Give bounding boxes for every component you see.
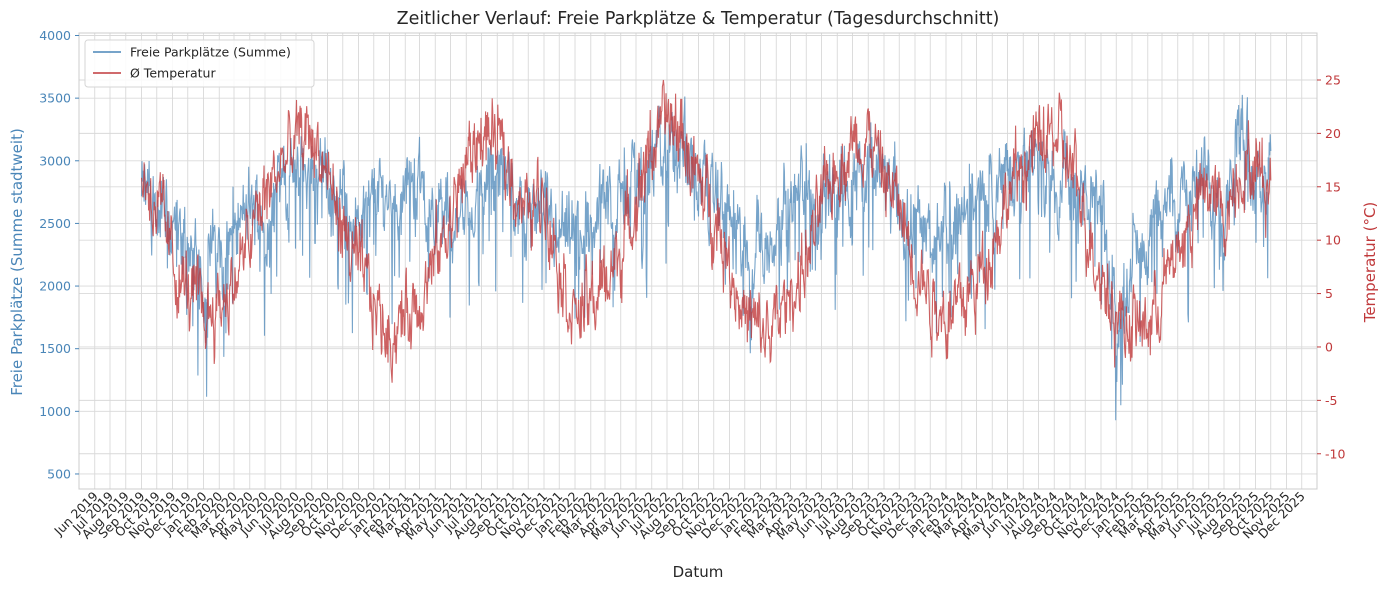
left-tick-label: 1500 (39, 341, 71, 356)
right-tick-label: 0 (1325, 339, 1333, 354)
left-tick-label: 1000 (39, 404, 71, 419)
legend-box (84, 39, 315, 88)
left-tick-label: 500 (47, 466, 71, 481)
left-tick-label: 4000 (39, 28, 71, 43)
legend-label-temperature: Ø Temperatur (130, 66, 216, 81)
right-axis-ticks: -10 -5 0 5 10 15 20 25 (1317, 72, 1345, 461)
right-tick-label: -10 (1325, 446, 1345, 461)
right-tick-label: 20 (1325, 126, 1341, 141)
series-line-temperature (140, 79, 1272, 383)
left-axis-ticks: 500 1000 1500 2000 2500 3000 3500 4000 (39, 28, 79, 481)
y-axis-label-left: Freie Parkplätze (Summe stadtweit) (8, 128, 26, 396)
y-axis-label-right: Temperatur (°C) (1361, 202, 1379, 324)
right-tick-label: 10 (1325, 233, 1341, 248)
right-tick-label: -5 (1325, 393, 1337, 408)
right-tick-label: 25 (1325, 72, 1341, 87)
series-layer (140, 79, 1272, 421)
chart-title: Zeitlicher Verlauf: Freie Parkplätze & T… (397, 9, 1000, 29)
series-line-parking (140, 94, 1272, 421)
legend-label-parking: Freie Parkplätze (Summe) (130, 45, 291, 60)
left-tick-label: 3500 (39, 91, 71, 106)
left-tick-label: 3000 (39, 153, 71, 168)
right-tick-label: 5 (1325, 286, 1333, 301)
plot-frame (78, 32, 1318, 490)
left-tick-label: 2500 (39, 216, 71, 231)
right-tick-label: 15 (1325, 179, 1341, 194)
x-axis-label: Datum (673, 563, 724, 581)
left-tick-label: 2000 (39, 279, 71, 294)
grid (79, 33, 1317, 489)
legend: Freie Parkplätze (Summe) Ø Temperatur (84, 39, 315, 88)
